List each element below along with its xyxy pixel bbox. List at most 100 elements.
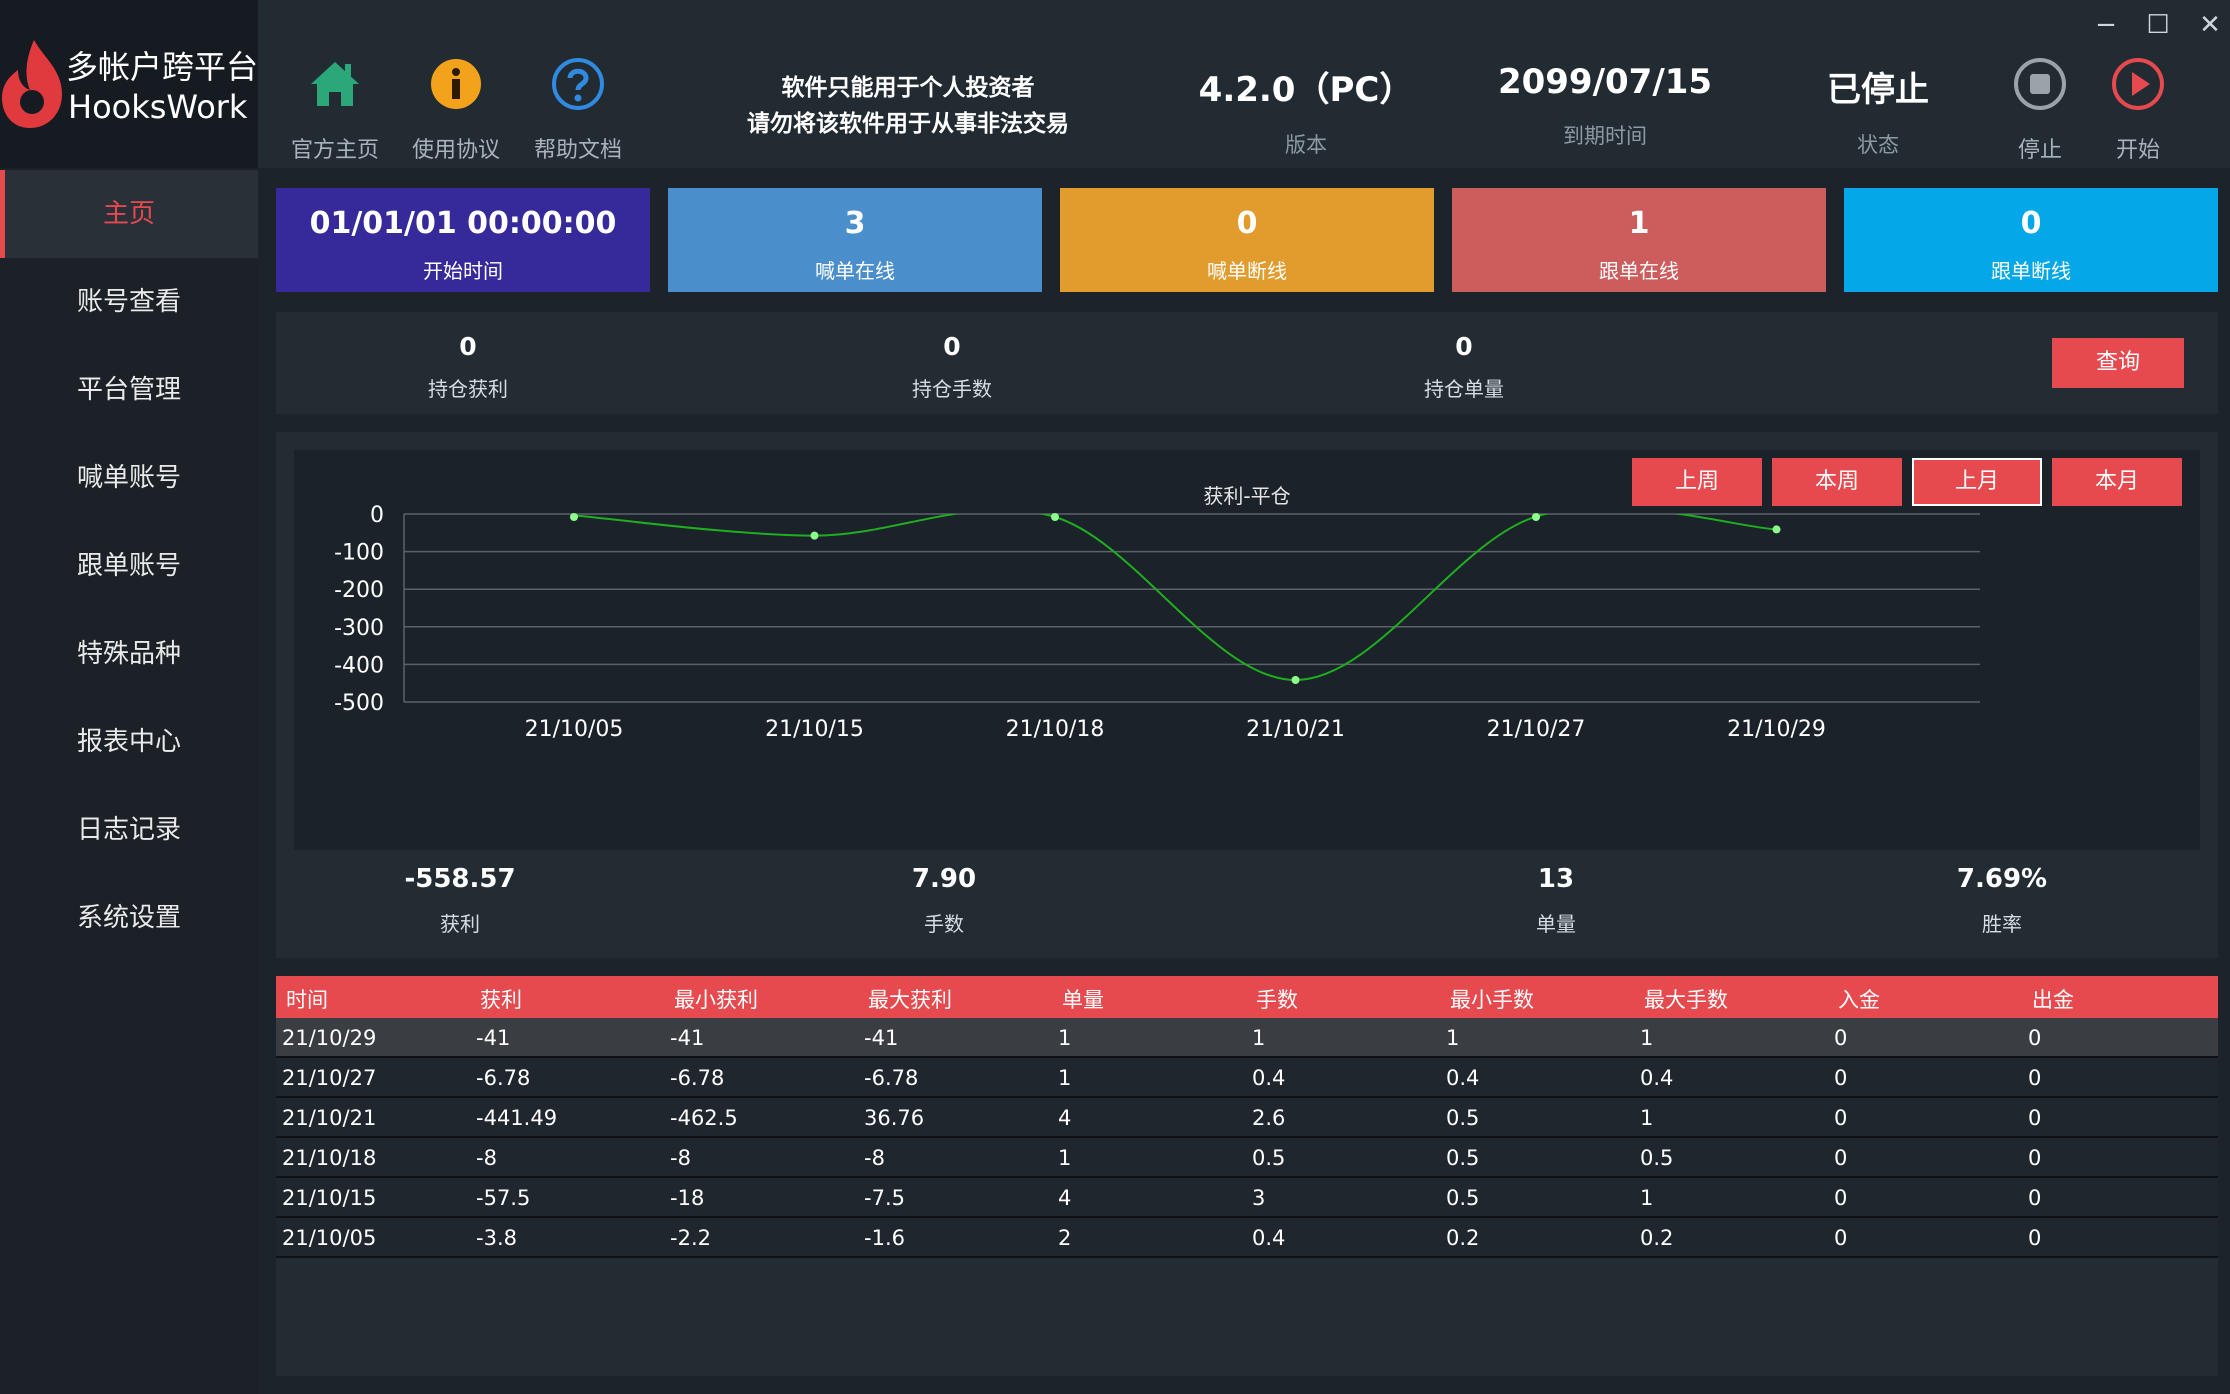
cell-min-lots: 0.4 — [1446, 1066, 1480, 1090]
stop-button[interactable]: 停止 — [2005, 56, 2075, 164]
app-title: 多帐户跨平台 — [66, 48, 259, 86]
cell-time: 21/10/21 — [282, 1106, 377, 1130]
x-tick-label: 21/10/18 — [1006, 717, 1105, 742]
start-button[interactable]: 开始 — [2103, 56, 2173, 164]
column-header-lots[interactable]: 手数 — [1256, 988, 1298, 1012]
holding-lots-value: 0 — [943, 332, 961, 361]
holding-profit-label: 持仓获利 — [428, 377, 508, 401]
column-header-deposit[interactable]: 入金 — [1838, 988, 1880, 1012]
cell-profit: -57.5 — [476, 1186, 531, 1210]
cell-withdraw: 0 — [2028, 1066, 2042, 1090]
cell-max-profit: -6.78 — [864, 1066, 919, 1090]
data-point — [1291, 676, 1300, 685]
holding-profit: 0 持仓获利 — [368, 332, 568, 402]
sidebar-item-settings[interactable]: 系统设置 — [76, 903, 181, 933]
summary-winrate: 7.69% 胜率 — [1902, 864, 2102, 937]
summary-profit-label: 获利 — [440, 912, 480, 936]
summary-orders: 13 单量 — [1456, 864, 1656, 937]
cell-min-lots: 0.5 — [1446, 1146, 1480, 1170]
notice-line-2: 请勿将该软件用于从事非法交易 — [747, 111, 1069, 137]
agreement-button[interactable]: 使用协议 — [401, 56, 511, 164]
version-value: 4.2.0（PC） — [1198, 70, 1414, 110]
table-row[interactable]: 21/10/18 -8 -8 -8 1 0.5 0.5 0.5 0 0 — [276, 1138, 2218, 1178]
sidebar-item-special-symbols[interactable]: 特殊品种 — [76, 639, 181, 669]
cell-profit: -6.78 — [476, 1066, 531, 1090]
home-page-button[interactable]: 官方主页 — [280, 56, 390, 164]
stop-label: 停止 — [2017, 138, 2062, 163]
column-header-profit[interactable]: 获利 — [480, 988, 522, 1012]
cell-max-lots: 1 — [1640, 1186, 1654, 1210]
table-row[interactable]: 21/10/27 -6.78 -6.78 -6.78 1 0.4 0.4 0.4 0 0 — [276, 1058, 2218, 1098]
maximize-button[interactable]: ☐ — [2146, 10, 2170, 40]
app-logo: 多帐户跨平台 HooksWork — [0, 0, 258, 168]
holding-profit-value: 0 — [459, 332, 477, 361]
y-tick-label: -500 — [334, 691, 384, 716]
table-row[interactable]: 21/10/21 -441.49 -462.5 36.76 4 2.6 0.5 1 0 0 — [276, 1098, 2218, 1138]
column-header-withdraw[interactable]: 出金 — [2032, 988, 2074, 1012]
sidebar-nav: 主页 账号查看 平台管理 喊单账号 跟单账号 特殊品种 报表中心 日志记录 系统… — [0, 170, 258, 962]
tile-follow-online-label: 跟单在线 — [1599, 259, 1679, 283]
sidebar-item-platforms[interactable]: 平台管理 — [76, 375, 181, 405]
expire-label: 到期时间 — [1563, 124, 1647, 148]
cell-deposit: 0 — [1834, 1066, 1848, 1090]
period-this-week-button[interactable]: 本周 — [1772, 458, 1902, 506]
sidebar-item-logs[interactable]: 日志记录 — [76, 815, 181, 845]
cell-deposit: 0 — [1834, 1226, 1848, 1250]
sidebar-item-accounts[interactable]: 账号查看 — [76, 287, 181, 317]
cell-profit: -441.49 — [476, 1106, 558, 1130]
y-tick-label: -400 — [334, 653, 384, 678]
cell-max-lots: 1 — [1640, 1106, 1654, 1130]
help-docs-button[interactable]: 帮助文档 — [523, 56, 633, 164]
column-header-time[interactable]: 时间 — [286, 988, 328, 1012]
column-header-min-profit[interactable]: 最小获利 — [674, 988, 758, 1012]
cell-profit: -41 — [476, 1026, 511, 1050]
cell-max-profit: -1.6 — [864, 1226, 905, 1250]
sidebar-item-reports[interactable]: 报表中心 — [76, 727, 181, 757]
sidebar-item-signal-accounts[interactable]: 喊单账号 — [76, 463, 181, 493]
summary-lots-label: 手数 — [924, 912, 964, 936]
cell-lots: 3 — [1252, 1186, 1266, 1210]
query-button[interactable]: 查询 — [2052, 338, 2184, 388]
table-row[interactable]: 21/10/05 -3.8 -2.2 -1.6 2 0.4 0.2 0.2 0 0 — [276, 1218, 2218, 1258]
app-subtitle: HooksWork — [68, 88, 248, 126]
cell-max-profit: -7.5 — [864, 1186, 905, 1210]
close-button[interactable]: ✕ — [2199, 10, 2221, 40]
chart-panel: 获利-平仓 上周 本周 上月 本月 0 -100 -200 -300 -400 -500 2… — [276, 432, 2218, 958]
x-tick-label: 21/10/29 — [1727, 717, 1826, 742]
minimize-button[interactable]: − — [2095, 10, 2117, 40]
summary-profit-value: -558.57 — [404, 864, 516, 894]
holding-orders-value: 0 — [1455, 332, 1473, 361]
cell-orders: 1 — [1058, 1026, 1072, 1050]
cell-min-lots: 1 — [1446, 1026, 1460, 1050]
profit-chart: 获利-平仓 上周 本周 上月 本月 0 -100 -200 -300 -400 -500 2… — [294, 450, 2200, 850]
column-header-max-profit[interactable]: 最大获利 — [868, 988, 952, 1012]
sidebar-item-home[interactable]: 主页 — [0, 170, 258, 258]
notice-line-1: 软件只能用于个人投资者 — [781, 75, 1035, 101]
cell-min-profit: -2.2 — [670, 1226, 711, 1250]
column-header-min-lots[interactable]: 最小手数 — [1450, 988, 1534, 1012]
y-tick-label: -200 — [334, 578, 384, 603]
tile-follow-online-value: 1 — [1628, 206, 1650, 241]
tile-start-time: 01/01/01 00:00:00 开始时间 — [276, 188, 650, 292]
period-last-month-button[interactable]: 上月 — [1912, 458, 2042, 506]
tile-signal-online: 3 喊单在线 — [668, 188, 1042, 292]
period-last-week-button[interactable]: 上周 — [1632, 458, 1762, 506]
tile-signal-offline-label: 喊单断线 — [1207, 259, 1287, 283]
cell-withdraw: 0 — [2028, 1026, 2042, 1050]
table-row[interactable]: 21/10/29 -41 -41 -41 1 1 1 1 0 0 — [276, 1018, 2218, 1058]
start-label: 开始 — [2115, 138, 2160, 163]
column-header-orders[interactable]: 单量 — [1062, 988, 1104, 1012]
column-header-max-lots[interactable]: 最大手数 — [1644, 988, 1728, 1012]
cell-min-profit: -6.78 — [670, 1066, 725, 1090]
cell-max-lots: 0.2 — [1640, 1226, 1674, 1250]
sidebar-item-follow-accounts[interactable]: 跟单账号 — [76, 551, 181, 581]
sidebar: 多帐户跨平台 HooksWork 主页 账号查看 平台管理 喊单账号 跟单账号 … — [0, 0, 258, 1394]
cell-max-profit: -41 — [864, 1026, 899, 1050]
table-body: 21/10/29 -41 -41 -41 1 1 1 1 0 0 21/10/27 -6.78 -6.7… — [276, 1018, 2218, 1258]
help-icon — [552, 58, 604, 110]
table-row[interactable]: 21/10/15 -57.5 -18 -7.5 4 3 0.5 1 0 0 — [276, 1178, 2218, 1218]
period-this-month-button[interactable]: 本月 — [2052, 458, 2182, 506]
cell-deposit: 0 — [1834, 1146, 1848, 1170]
x-tick-label: 21/10/27 — [1487, 717, 1586, 742]
info-icon — [431, 59, 481, 109]
